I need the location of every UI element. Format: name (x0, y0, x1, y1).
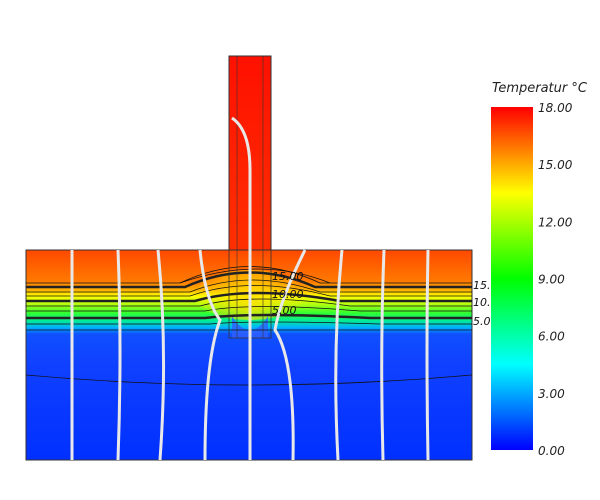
legend-tick: 12.00 (538, 215, 573, 229)
legend-tick: 3.00 (538, 387, 565, 401)
legend-tick: 15.00 (538, 158, 573, 172)
contour-label-10: 10.00 (272, 288, 304, 301)
contour-label-5: 5.00 (272, 304, 297, 317)
legend-tick: 0.00 (538, 444, 565, 458)
legend-title: Temperatur °C (492, 81, 588, 96)
legend-tick: 18.00 (538, 101, 573, 115)
heat-flow-lines (70, 116, 430, 461)
colorbar (491, 107, 533, 450)
edge-label-5: 5.0 (473, 315, 491, 328)
legend-tick: 6.00 (538, 330, 565, 344)
legend-tick: 9.00 (538, 273, 565, 287)
color-legend: Temperatur °C 18.00 15.00 12.00 9.00 6.00 3.0… (491, 81, 588, 458)
contour-label-15: 15.00 (272, 270, 304, 283)
